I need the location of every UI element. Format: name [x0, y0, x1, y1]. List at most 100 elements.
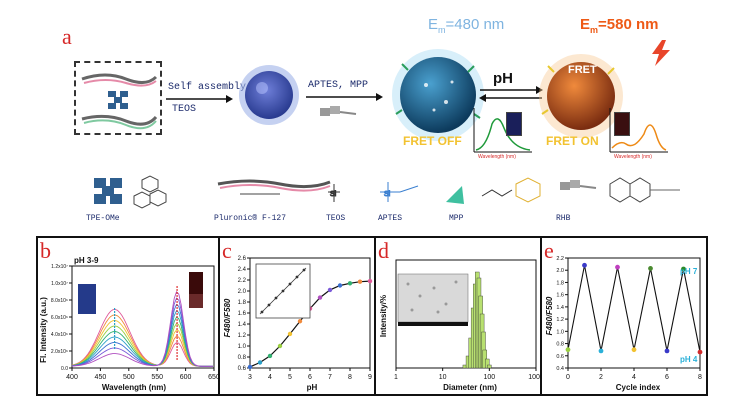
teos-icon: Si	[328, 184, 340, 202]
svg-text:Si: Si	[384, 191, 391, 198]
cycle-data-point	[565, 347, 571, 353]
panel-d-chart: 1 10 100 1000 Diameter (nm) Intensity/%	[379, 259, 542, 392]
spectrum-line	[71, 308, 213, 367]
panel-d-letter: d	[378, 238, 389, 263]
panel-d-xlabel: Diameter (nm)	[443, 383, 497, 392]
inset-data-point	[267, 303, 271, 307]
x-tick-label: 10	[439, 374, 447, 381]
data-point	[367, 278, 373, 284]
y-tick-label: 2.2	[556, 256, 564, 262]
panel-e-chart: 0 2 4 6 8 0.4 0.6 0.8 1.0 1.2 1.4 1.6 1.8 2.0 2.2 pH 7…	[545, 256, 703, 392]
monomer-illustration	[81, 73, 158, 130]
teos-label: TEOS	[172, 104, 197, 115]
mpp-structure-icon	[481, 177, 541, 203]
y-tick-label: 1.2	[238, 333, 247, 339]
legend-tpe-ome: TPE-OMe	[86, 214, 120, 223]
inset-data-point	[302, 268, 306, 272]
green-emission-spectrum	[473, 108, 532, 153]
vial-orange	[614, 112, 630, 136]
y-tick-label: 0.6	[556, 354, 564, 360]
component-legend-graphics: Si Si	[94, 175, 680, 209]
em580-label: Em=580 nm	[580, 16, 659, 35]
self-assembly-label: Self assembly	[168, 82, 247, 93]
x-tick-label: 7	[328, 374, 332, 381]
ph-range-annotation: pH 3-9	[74, 256, 99, 265]
tem-image-texture	[406, 280, 458, 314]
orange-emission-spectrum	[609, 108, 668, 153]
fret-on-particle	[539, 54, 623, 138]
lightning-icon	[652, 40, 670, 66]
fret-off-particle	[392, 49, 484, 141]
x-tick-label: 600	[180, 374, 192, 381]
y-tick-label: 0.8	[556, 342, 564, 348]
y-tick-label: 0.6	[238, 366, 247, 372]
panel-c-letter: c	[222, 238, 232, 263]
x-tick-label: 4	[268, 374, 272, 381]
x-tick-label: 2	[599, 374, 603, 381]
y-tick-label: 1.2	[556, 317, 564, 323]
cycle-data-point	[582, 262, 587, 268]
cycle-data-point	[697, 349, 703, 355]
x-tick-label: 3	[248, 374, 252, 381]
y-tick-label: 1.0	[238, 344, 247, 350]
panel-b-frame	[36, 236, 220, 396]
panel-e-letter: e	[544, 238, 554, 263]
aptes-mpp-label: APTES, MPP	[308, 80, 369, 91]
vial-red-inset	[189, 294, 203, 308]
tem-image-inset	[397, 273, 469, 323]
y-tick-label: 4.0x10⁶	[51, 332, 68, 338]
panel-e-ylabel: F480/F580	[545, 296, 554, 335]
panel-b-chart: 400 450 500 550 600 650 0.0 2.0x10⁶ 4.0x10⁶ 6.0x1…	[39, 256, 220, 392]
legend-teos: TEOS	[326, 214, 346, 223]
panel-a-letter: a	[62, 24, 72, 49]
data-point	[267, 353, 273, 359]
y-tick-label: 2.2	[238, 278, 247, 284]
monomer-box	[74, 61, 162, 135]
y-tick-label: 1.4	[556, 305, 564, 311]
y-tick-label: 1.4	[238, 322, 247, 328]
x-tick-label: 1	[394, 374, 398, 381]
x-tick-label: 0	[566, 374, 570, 381]
panel-e-xlabel: Cycle index	[616, 383, 661, 392]
aptes-icon: Si	[380, 182, 419, 202]
y-tick-label: 6.0x10⁶	[51, 315, 68, 321]
inset-data-point	[295, 275, 299, 279]
ph4-label: pH 4	[680, 355, 698, 364]
y-tick-label: 2.6	[238, 256, 247, 262]
cycle-line	[567, 265, 701, 353]
x-tick-label: 6	[308, 374, 312, 381]
panel-c-ylabel: F480/F580	[223, 298, 232, 337]
y-tick-label: 0.0	[61, 366, 68, 372]
legend-aptes: APTES	[378, 214, 403, 223]
cycle-data-point	[664, 348, 670, 354]
y-tick-label: 8.0x10⁶	[51, 298, 68, 304]
y-tick-label: 2.0	[238, 289, 247, 295]
y-tick-label: 1.0	[556, 329, 564, 335]
x-tick-label: 8	[698, 374, 702, 381]
data-point	[357, 279, 363, 284]
y-tick-label: 1.6	[238, 311, 247, 317]
rhb-structure-icon	[609, 177, 680, 203]
arrow-icon	[306, 93, 383, 101]
data-point	[327, 287, 333, 293]
x-tick-label: 500	[123, 374, 135, 381]
panel-b-letter: b	[40, 238, 51, 263]
x-tick-label: 6	[665, 374, 669, 381]
cycle-data-point	[681, 266, 686, 272]
scale-bar	[398, 322, 468, 326]
panel-b-ylabel: Fl. Intensity (a.u.)	[39, 297, 48, 363]
data-point	[257, 360, 263, 365]
data-point	[317, 295, 323, 300]
data-point	[287, 331, 293, 337]
pluronic-icon	[217, 179, 331, 195]
legend-rhb: RHB	[556, 214, 571, 223]
y-tick-label: 1.0x10⁷	[51, 281, 68, 287]
panel-b-xlabel: Wavelength (nm)	[102, 383, 166, 392]
x-tick-label: 650	[208, 374, 220, 381]
reversible-arrow-icon	[479, 86, 543, 102]
x-tick-label: 5	[288, 374, 292, 381]
data-point	[247, 364, 253, 370]
mpp-cone-icon	[446, 186, 464, 204]
cycle-data-point	[631, 347, 637, 353]
y-tick-label: 1.8	[556, 280, 564, 286]
